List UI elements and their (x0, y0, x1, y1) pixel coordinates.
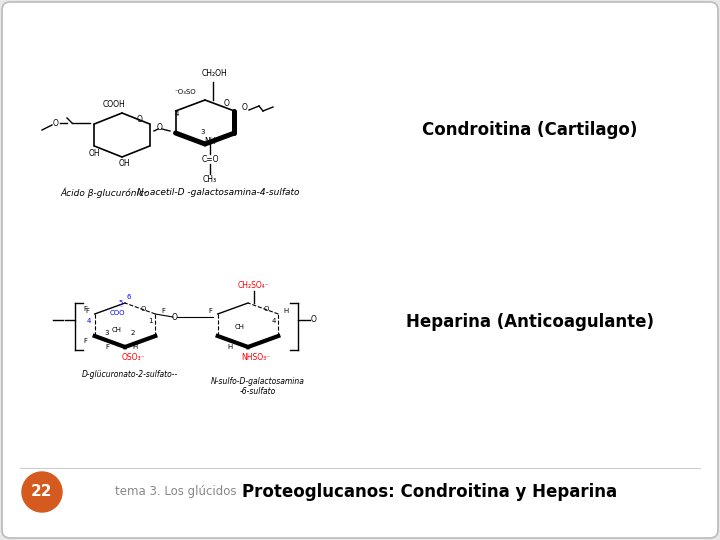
Text: CH: CH (235, 324, 245, 330)
Text: O: O (172, 313, 178, 321)
Text: 1: 1 (148, 318, 152, 324)
Text: N-sulfo-D-galactosamina
-6-sulfato: N-sulfo-D-galactosamina -6-sulfato (211, 377, 305, 396)
Text: CH: CH (112, 327, 122, 333)
Text: 1: 1 (230, 111, 235, 117)
Text: OSO₃⁻: OSO₃⁻ (121, 353, 145, 361)
Text: O: O (264, 306, 269, 312)
Text: N- acetil-D -galactosamina-4-sulfato: N- acetil-D -galactosamina-4-sulfato (137, 188, 300, 197)
Text: O: O (53, 118, 59, 127)
Text: 6: 6 (127, 294, 131, 300)
Text: 4: 4 (87, 318, 91, 324)
Text: F: F (105, 344, 109, 350)
Text: 3: 3 (201, 129, 205, 135)
Text: F: F (208, 308, 212, 314)
Circle shape (22, 472, 62, 512)
Text: Heparina (Anticoagulante): Heparina (Anticoagulante) (406, 313, 654, 331)
Text: O: O (311, 315, 317, 325)
Text: O: O (157, 123, 163, 132)
Text: OH: OH (118, 159, 130, 167)
Text: 2: 2 (131, 330, 135, 336)
Text: 22: 22 (31, 484, 53, 500)
Text: CH₂SO₄⁻: CH₂SO₄⁻ (238, 280, 270, 289)
Text: NHSO₃⁻: NHSO₃⁻ (241, 353, 271, 361)
Text: tema 3. Los glúcidos: tema 3. Los glúcidos (115, 485, 236, 498)
Text: 4: 4 (175, 111, 179, 117)
Text: D-glücuronato-2-sulfato--: D-glücuronato-2-sulfato-- (82, 370, 178, 379)
Text: NH: NH (204, 138, 216, 146)
Text: O: O (224, 99, 230, 109)
Text: H: H (228, 344, 233, 350)
Text: F: F (83, 306, 87, 312)
Text: ⁻: ⁻ (120, 307, 122, 312)
Text: Ácido β-glucurónico: Ácido β-glucurónico (60, 188, 150, 199)
Text: F: F (83, 338, 87, 344)
Text: OH: OH (88, 148, 100, 158)
Text: 4: 4 (272, 318, 276, 324)
Text: H: H (132, 344, 138, 350)
Text: 3: 3 (104, 330, 109, 336)
Text: O: O (137, 114, 143, 124)
Text: Condroitina (Cartilago): Condroitina (Cartilago) (423, 121, 638, 139)
Text: COO: COO (109, 310, 125, 316)
Text: CH₂OH: CH₂OH (202, 69, 228, 78)
Text: CH₃: CH₃ (203, 174, 217, 184)
Text: O: O (140, 306, 145, 312)
Text: O: O (242, 104, 248, 112)
Text: H: H (284, 308, 289, 314)
Text: C=O: C=O (202, 154, 219, 164)
Text: ⁻O₃SO: ⁻O₃SO (174, 89, 196, 95)
Text: 5: 5 (119, 300, 123, 306)
Text: F: F (161, 308, 165, 314)
Text: Proteoglucanos: Condroitina y Heparina: Proteoglucanos: Condroitina y Heparina (243, 483, 618, 501)
Text: COOH: COOH (103, 100, 125, 109)
Text: F: F (85, 308, 89, 314)
